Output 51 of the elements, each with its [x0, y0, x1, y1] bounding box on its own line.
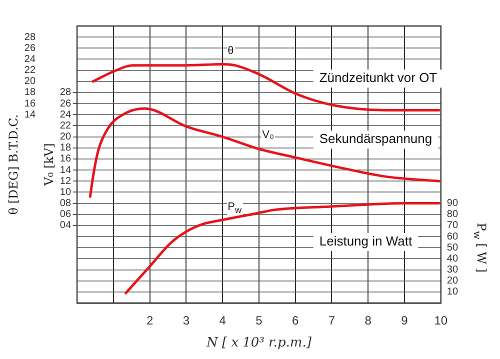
y-axis-title: θ [DEG] B.T.D.C.	[6, 114, 20, 215]
line-series	[124, 202, 440, 294]
line-series	[92, 62, 440, 112]
y2-tick-label: 04	[60, 220, 72, 232]
annotation: Leistung in Watt	[319, 234, 412, 249]
annotation: Sekundärspannung	[319, 131, 432, 146]
y3-tick-label: 70	[446, 220, 458, 232]
y-tick-label: 22	[24, 65, 36, 76]
x-tick-label: 3	[182, 314, 190, 328]
x-tick-label: 4	[219, 314, 226, 328]
y2-tick-label: 18	[60, 142, 72, 154]
x-axis-title: N [ x 10³ r.p.m.]	[205, 336, 312, 351]
y2-tick-label: 14	[60, 164, 72, 176]
y3-tick-label: 10	[446, 286, 458, 298]
x-tick-label: 2	[146, 314, 154, 328]
x-tick-label: 7	[328, 314, 336, 328]
y-tick-label: 20	[24, 76, 36, 88]
x-tick-label: 5	[256, 314, 263, 328]
y2-tick-label: 12	[60, 176, 72, 187]
y-tick-label: 28	[24, 32, 36, 43]
y2-tick-label: 26	[60, 98, 72, 110]
y-tick-label: 16	[24, 98, 36, 110]
y3-tick-label: 30	[446, 264, 458, 276]
y2-tick-label: 20	[60, 132, 72, 143]
y2-tick-label: 24	[60, 109, 72, 120]
x-tick-label: 10	[434, 314, 448, 328]
line-series	[88, 107, 440, 198]
y-tick-label: 18	[24, 87, 36, 98]
y-tick-label: 14	[24, 109, 36, 120]
series-label: θ	[226, 45, 235, 58]
y2-tick-label: 06	[60, 209, 72, 220]
y3-tick-label: 50	[446, 242, 458, 254]
y3-tick-label: 80	[446, 209, 458, 220]
x-tick-label: 9	[401, 314, 408, 328]
series-label: P$_{w}$	[226, 200, 243, 216]
y3-tick-label: 60	[446, 231, 458, 242]
y-tick-label: 26	[24, 42, 36, 54]
annotation: Zündzeitunkt vor OT	[319, 70, 438, 86]
y2-tick-label: 28	[60, 87, 72, 98]
y2-axis-title: V₀ [kV]	[42, 143, 56, 187]
series-label: V₀	[261, 129, 276, 142]
y3-tick-label: 40	[446, 253, 458, 264]
y-tick-label: 24	[24, 54, 36, 65]
y3-tick-label: 90	[446, 198, 458, 210]
x-tick-label: 8	[364, 314, 372, 328]
y3-tick-label: 20	[446, 276, 458, 287]
y2-tick-label: 10	[60, 186, 72, 198]
y2-tick-label: 08	[60, 198, 72, 210]
x-tick-label: 6	[292, 314, 299, 328]
y2-tick-label: 22	[60, 120, 72, 132]
y2-tick-label: 16	[60, 154, 72, 165]
